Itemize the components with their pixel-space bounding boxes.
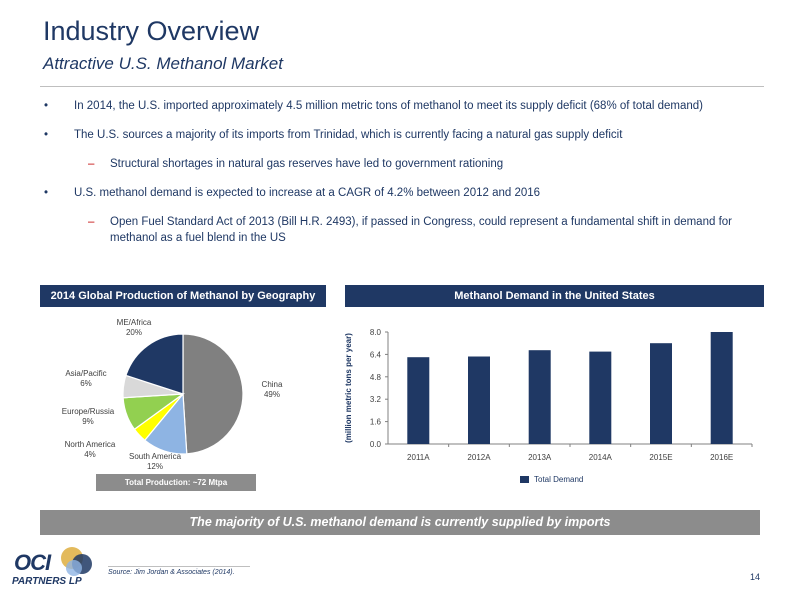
pie-label-china: China 49% [261, 380, 283, 399]
bar-2011A [407, 357, 430, 444]
x-tick-label: 2013A [528, 453, 552, 462]
pie-chart [122, 333, 244, 455]
y-tick-label: 6.4 [370, 350, 382, 359]
bullet-list: • In 2014, the U.S. imported approximatel… [44, 98, 764, 259]
y-tick-label: 8.0 [370, 328, 382, 337]
conclusion-banner: The majority of U.S. methanol demand is … [40, 510, 760, 535]
logo-subtext: PARTNERS LP [12, 576, 82, 587]
y-tick-label: 0.0 [370, 440, 382, 449]
bullet-marker: • [44, 129, 49, 141]
bar-2013A [528, 350, 551, 444]
bar-legend: Total Demand [520, 475, 583, 484]
legend-label: Total Demand [534, 475, 584, 484]
dash-marker: – [88, 216, 95, 228]
bullet-text: The U.S. sources a majority of its impor… [74, 129, 623, 141]
sub-bullet-item: – Structural shortages in natural gas res… [44, 156, 764, 172]
bar-2014A [589, 351, 612, 444]
bullet-item: • The U.S. sources a majority of its impo… [44, 127, 764, 143]
x-tick-label: 2016E [710, 453, 733, 462]
title-divider [40, 86, 764, 87]
bar-chart: 0.0 1.6 3.2 4.8 6.4 8.0 2011A 2012A 2013A 2014A 20… [344, 328, 753, 462]
bullet-marker: • [44, 100, 49, 112]
y-tick-label: 3.2 [370, 395, 382, 404]
y-tick-label: 4.8 [370, 373, 382, 382]
legend-swatch [520, 476, 529, 484]
y-tick-label: 1.6 [370, 418, 382, 427]
page-subtitle: Attractive U.S. Methanol Market [43, 54, 283, 73]
pie-slice-me-africa [125, 333, 184, 395]
pie-label-south-america: South America 12% [128, 452, 182, 471]
bullet-item: • In 2014, the U.S. imported approximatel… [44, 98, 764, 114]
x-tick-label: 2011A [407, 453, 430, 462]
y-axis-label: (million metric tons per year) [344, 333, 353, 443]
bullet-text: In 2014, the U.S. imported approximately… [74, 100, 703, 112]
page-title: Industry Overview [43, 16, 260, 46]
sub-bullet-item: – Open Fuel Standard Act of 2013 (Bill H.… [44, 214, 764, 246]
pie-panel-heading: 2014 Global Production of Methanol by Ge… [40, 285, 326, 307]
source-divider [108, 566, 250, 567]
sub-bullet-text: Open Fuel Standard Act of 2013 (Bill H.R… [110, 216, 732, 244]
total-production-box: Total Production: ~72 Mtpa [96, 474, 256, 491]
pie-label-asia-pacific: Asia/Pacific 6% [65, 369, 107, 388]
company-logo: OCI PARTNERS LP [10, 540, 105, 590]
pie-label-europe-russia: Europe/Russia 9% [61, 407, 115, 426]
bullet-marker: • [44, 187, 49, 199]
bar-panel-heading: Methanol Demand in the United States [345, 285, 764, 307]
pie-slice-china [182, 333, 244, 455]
logo-text: OCI [14, 550, 51, 575]
source-note: Source: Jim Jordan & Associates (2014). [108, 569, 235, 576]
logo-mark [61, 547, 92, 576]
x-tick-label: 2015E [649, 453, 672, 462]
bullet-text: U.S. methanol demand is expected to incr… [74, 187, 541, 199]
bar-2016E [710, 332, 733, 444]
x-tick-label: 2014A [589, 453, 613, 462]
bullet-item: • U.S. methanol demand is expected to inc… [44, 185, 764, 201]
page-number: 14 [749, 572, 760, 582]
pie-label-me-africa: ME/Africa 20% [116, 318, 152, 337]
sub-bullet-text: Structural shortages in natural gas rese… [110, 158, 504, 170]
bar-2012A [468, 356, 490, 444]
pie-label-north-america: North America 4% [64, 440, 116, 459]
bar-2015E [650, 343, 672, 444]
x-tick-label: 2012A [467, 453, 491, 462]
dash-marker: – [88, 158, 95, 170]
